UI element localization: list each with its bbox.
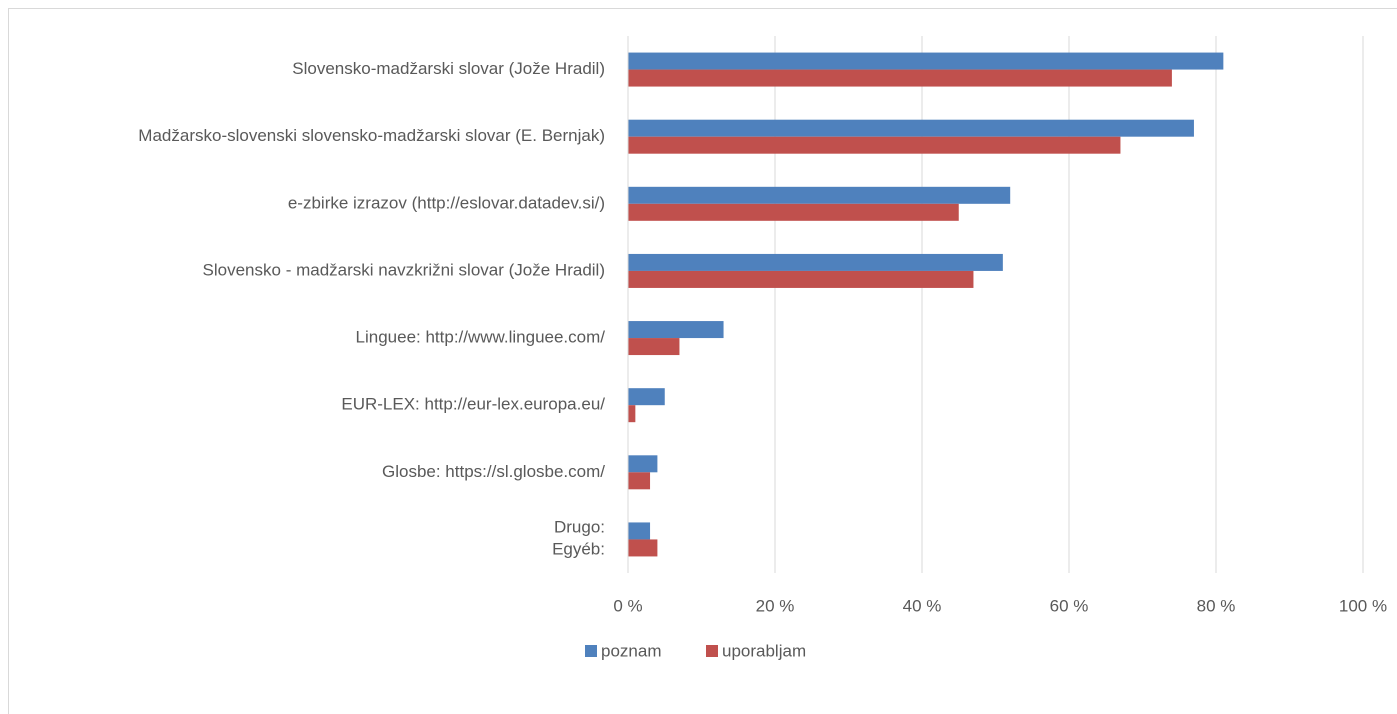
bar [628, 539, 658, 557]
x-tick-label: 40 % [903, 596, 942, 615]
bar [628, 338, 680, 356]
legend-label: uporabljam [722, 641, 806, 660]
legend-swatch [706, 645, 718, 657]
bar [628, 186, 1011, 204]
y-tick-label: Slovensko - madžarski navzkrižni slovar … [203, 260, 605, 279]
bar [628, 321, 724, 339]
bar [628, 119, 1194, 137]
bar [628, 69, 1172, 87]
y-tick-label: Glosbe: https://sl.glosbe.com/ [382, 462, 605, 481]
bar [628, 52, 1224, 70]
bar [628, 472, 651, 490]
bar [628, 203, 959, 221]
x-tick-label: 80 % [1197, 596, 1236, 615]
y-tick-label: Linguee: http://www.linguee.com/ [356, 328, 606, 347]
y-tick-label: EUR-LEX: http://eur-lex.europa.eu/ [341, 395, 605, 414]
bar [628, 388, 665, 406]
x-tick-label: 60 % [1050, 596, 1089, 615]
x-tick-label: 100 % [1339, 596, 1387, 615]
y-tick-label: Drugo: Egyéb: [552, 518, 605, 559]
bar [628, 270, 974, 288]
y-tick-label: Madžarsko-slovenski slovensko-madžarski … [138, 126, 605, 145]
bar [628, 136, 1121, 154]
legend-label: poznam [601, 641, 661, 660]
bar [628, 522, 651, 540]
legend-swatch [585, 645, 597, 657]
x-tick-label: 0 % [613, 596, 642, 615]
bar [628, 455, 658, 473]
bar [628, 405, 636, 423]
y-tick-label: e-zbirke izrazov (http://eslovar.datadev… [288, 193, 605, 212]
chart-border [8, 8, 1397, 714]
y-tick-label: Slovensko-madžarski slovar (Jože Hradil) [292, 59, 605, 78]
x-tick-label: 20 % [756, 596, 795, 615]
bar [628, 253, 1003, 271]
